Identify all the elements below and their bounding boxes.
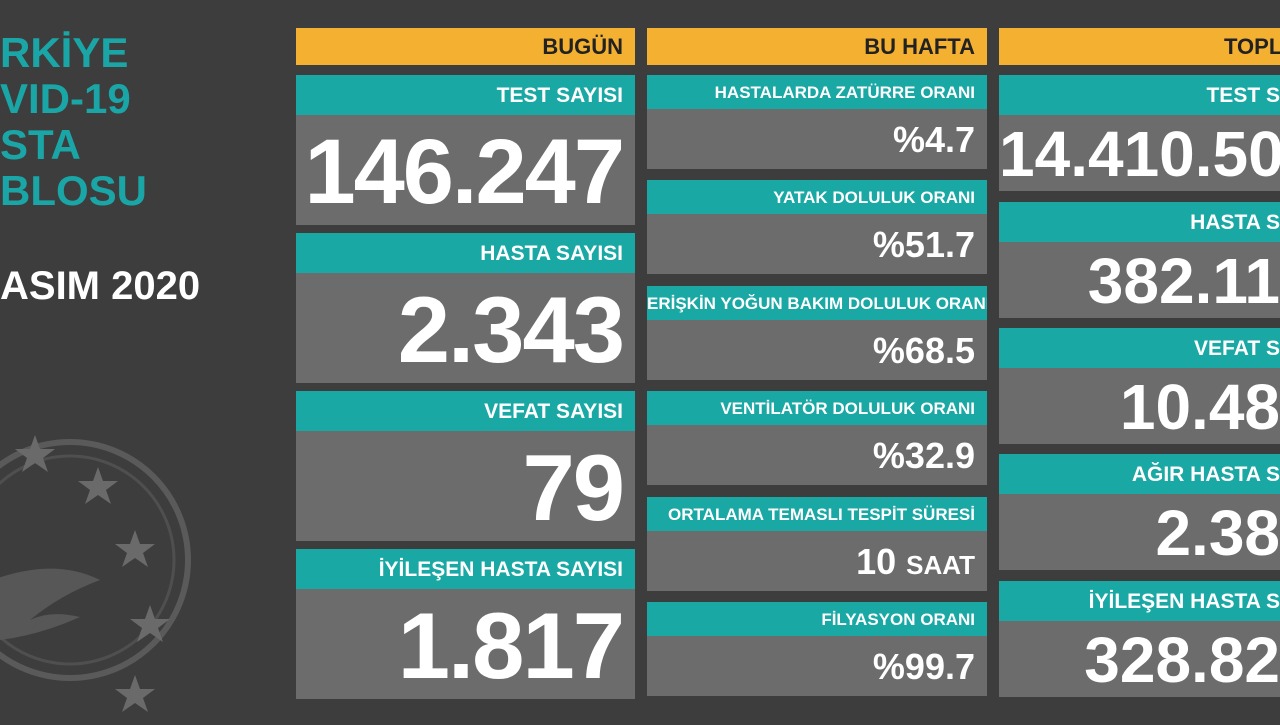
total-recovered-card: İYİLEŞEN HASTA S 328.82 (999, 581, 1280, 697)
card-value: 2.38 (999, 494, 1280, 570)
today-test-card: TEST SAYISI 146.247 (296, 75, 635, 225)
total-severe-case-card: AĞIR HASTA S 2.38 (999, 454, 1280, 570)
card-label: AĞIR HASTA S (999, 454, 1280, 494)
card-value: %99.7 (647, 636, 987, 696)
card-label: VENTİLATÖR DOLULUK ORANI (647, 391, 987, 425)
card-label: İYİLEŞEN HASTA SAYISI (296, 549, 635, 589)
card-value-unit: SAAT (906, 550, 975, 580)
total-death-card: VEFAT S 10.48 (999, 328, 1280, 444)
today-column: BUGÜN TEST SAYISI 146.247 HASTA SAYISI 2… (296, 28, 635, 699)
card-label: ORTALAMA TEMASLI TESPİT SÜRESİ (647, 497, 987, 531)
this-week-column: BU HAFTA HASTALARDA ZATÜRRE ORANI %4.7 Y… (647, 28, 987, 696)
card-value: 2.343 (296, 273, 635, 383)
total-test-card: TEST S 14.410.50 (999, 75, 1280, 191)
card-value: 1.817 (296, 589, 635, 699)
column-header-this-week: BU HAFTA (647, 28, 987, 65)
today-case-card: HASTA SAYISI 2.343 (296, 233, 635, 383)
card-value: 382.11 (999, 242, 1280, 318)
card-value: %32.9 (647, 425, 987, 485)
card-label: VEFAT SAYISI (296, 391, 635, 431)
card-label: TEST SAYISI (296, 75, 635, 115)
contact-detection-time-card: ORTALAMA TEMASLI TESPİT SÜRESİ 10 SAAT (647, 497, 987, 591)
total-case-card: HASTA S 382.11 (999, 202, 1280, 318)
card-label: VEFAT S (999, 328, 1280, 368)
card-value: %4.7 (647, 109, 987, 169)
column-header-today: BUGÜN (296, 28, 635, 65)
card-label: HASTALARDA ZATÜRRE ORANI (647, 75, 987, 109)
card-value: %51.7 (647, 214, 987, 274)
filiation-rate-card: FİLYASYON ORANI %99.7 (647, 602, 987, 696)
card-value: 328.82 (999, 621, 1280, 697)
icu-occupancy-card: ERİŞKİN YOĞUN BAKIM DOLULUK ORANI %68.5 (647, 286, 987, 380)
pneumonia-rate-card: HASTALARDA ZATÜRRE ORANI %4.7 (647, 75, 987, 169)
card-label: YATAK DOLULUK ORANI (647, 180, 987, 214)
dashboard-title: RKİYE VID-19 STA BLOSU (0, 29, 147, 214)
column-header-total: TOPL (999, 28, 1280, 65)
card-value: 14.410.50 (999, 115, 1280, 191)
card-value: 10.48 (999, 368, 1280, 444)
card-value: 79 (296, 431, 635, 541)
ministry-emblem-icon (0, 435, 191, 712)
card-label: HASTA SAYISI (296, 233, 635, 273)
card-value: 10 SAAT (647, 531, 987, 591)
card-label: İYİLEŞEN HASTA S (999, 581, 1280, 621)
report-date: ASIM 2020 (0, 264, 201, 308)
bed-occupancy-card: YATAK DOLULUK ORANI %51.7 (647, 180, 987, 274)
card-value-number: 10 (856, 541, 897, 582)
today-recovered-card: İYİLEŞEN HASTA SAYISI 1.817 (296, 549, 635, 699)
card-label: FİLYASYON ORANI (647, 602, 987, 636)
ventilator-occupancy-card: VENTİLATÖR DOLULUK ORANI %32.9 (647, 391, 987, 485)
total-column: TOPL TEST S 14.410.50 HASTA S 382.11 VEF… (999, 28, 1280, 697)
card-label: HASTA S (999, 202, 1280, 242)
card-label: TEST S (999, 75, 1280, 115)
card-label: ERİŞKİN YOĞUN BAKIM DOLULUK ORANI (647, 286, 987, 320)
card-value: %68.5 (647, 320, 987, 380)
today-death-card: VEFAT SAYISI 79 (296, 391, 635, 541)
card-value: 146.247 (296, 115, 635, 225)
